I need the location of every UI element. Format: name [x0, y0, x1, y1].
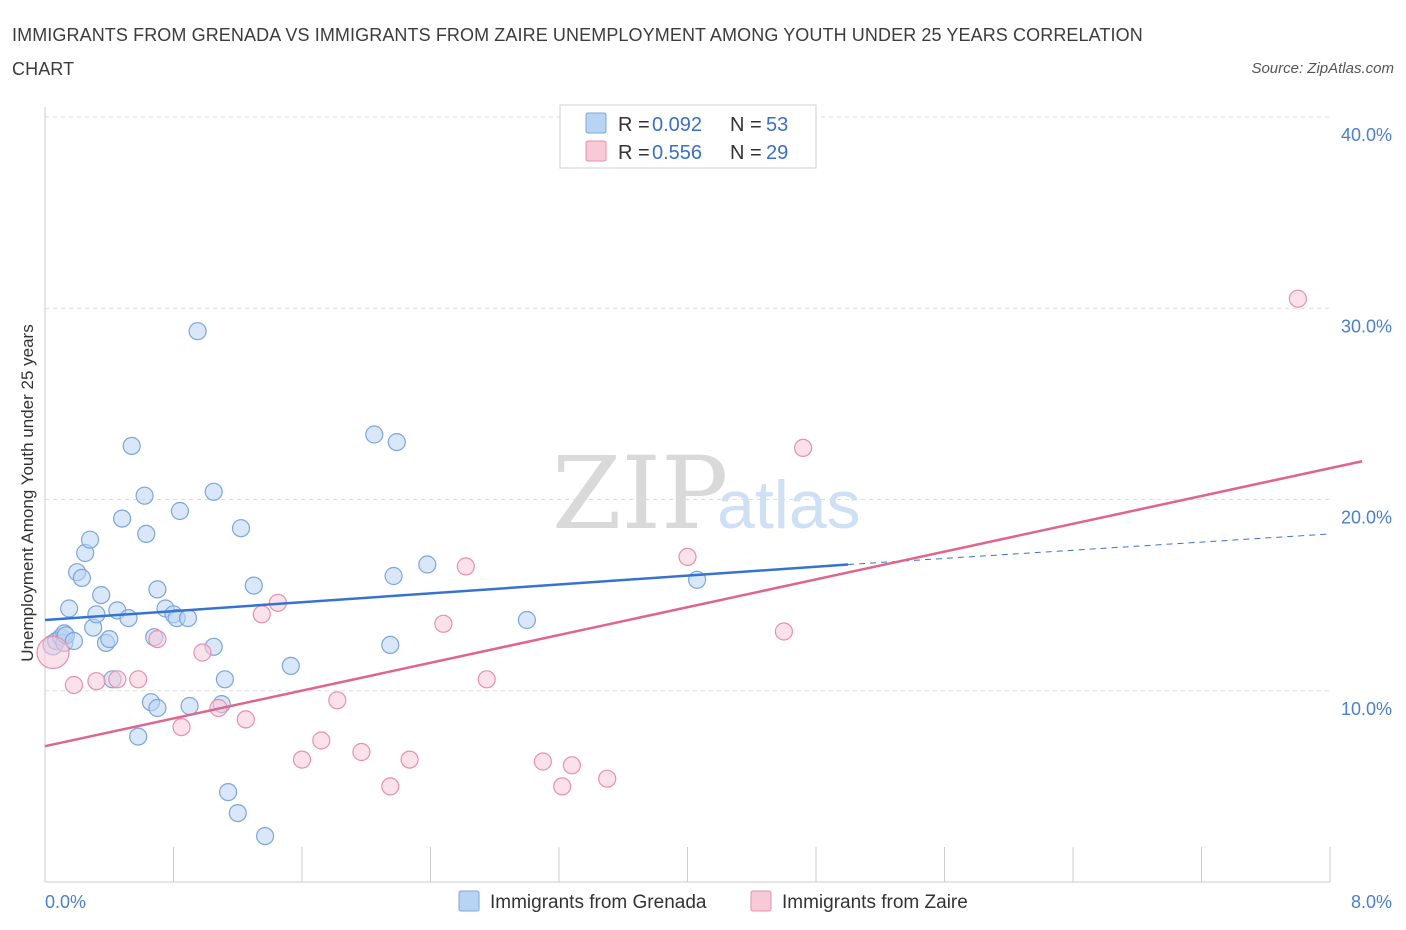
point-grenada [80, 530, 100, 549]
point-grenada [100, 629, 119, 649]
y-tick-label-30: 30.0% [1341, 316, 1392, 336]
trend-line-grenada-extension [848, 533, 1331, 566]
y-tick-label-20: 20.0% [1341, 508, 1392, 528]
point-grenada [72, 568, 92, 588]
legend: R = 0.092 N = 53 R = 0.556 N = 29 [559, 104, 817, 169]
watermark: ZIP atlas [552, 435, 861, 552]
point-grenada [517, 610, 537, 630]
point-zaire [562, 756, 582, 775]
point-zaire [292, 750, 312, 769]
point-grenada [418, 555, 437, 574]
legend-n-label-grenada: N = [730, 114, 762, 136]
x-tick-label-8: 8.0% [1351, 892, 1392, 912]
point-grenada [129, 727, 148, 746]
point-grenada [112, 509, 132, 528]
point-zaire [193, 643, 212, 662]
point-zaire [64, 675, 84, 695]
point-grenada [170, 501, 189, 521]
trend-line-grenada [44, 563, 849, 622]
legend-r-label-zaire: R = [618, 142, 650, 164]
bottom-legend-swatch-zaire [750, 890, 772, 912]
point-zaire [108, 670, 127, 689]
x-tick-labels: 0.0% 8.0% [45, 892, 1392, 912]
point-zaire [774, 622, 794, 641]
point-zaire [36, 635, 70, 670]
legend-r-value-zaire: 0.556 [652, 142, 702, 164]
point-zaire [477, 670, 496, 689]
source-label: Source: ZipAtlas.com [1251, 60, 1394, 77]
point-grenada [92, 585, 111, 605]
y-axis-label: Unemployment Among Youth under 25 years [18, 324, 37, 661]
legend-r-label-grenada: R = [618, 114, 650, 136]
trend-lines [44, 460, 1363, 748]
chart-title: IMMIGRANTS FROM GRENADA VS IMMIGRANTS FR… [12, 25, 1143, 79]
watermark-atlas: atlas [717, 467, 861, 543]
point-zaire [381, 777, 400, 796]
legend-r-value-grenada: 0.092 [652, 114, 702, 136]
series-zaire-points [36, 289, 1308, 796]
bottom-legend: Immigrants from Grenada Immigrants from … [458, 890, 968, 913]
point-zaire [793, 438, 813, 457]
point-zaire [172, 717, 191, 737]
point-grenada [365, 425, 384, 444]
point-zaire [553, 777, 572, 796]
point-grenada [256, 826, 275, 846]
point-grenada [204, 482, 223, 501]
axes [44, 107, 1331, 883]
point-grenada [215, 670, 234, 689]
point-grenada [281, 656, 300, 676]
legend-swatch-grenada [585, 112, 607, 134]
bottom-legend-label-zaire: Immigrants from Zaire [782, 892, 968, 913]
point-zaire [678, 547, 697, 567]
y-tick-label-40: 40.0% [1341, 125, 1392, 145]
point-grenada [59, 599, 79, 618]
point-grenada [122, 436, 141, 455]
point-zaire [533, 752, 553, 771]
point-zaire [352, 742, 371, 762]
point-grenada [219, 782, 238, 802]
point-grenada [148, 698, 167, 718]
point-zaire [400, 750, 419, 769]
gridlines [45, 116, 1330, 692]
point-grenada [231, 519, 251, 538]
point-zaire [598, 769, 617, 788]
point-zaire [312, 731, 331, 750]
point-grenada [148, 580, 167, 599]
point-zaire [129, 670, 148, 689]
point-grenada [178, 608, 198, 628]
point-zaire [87, 672, 106, 691]
y-tick-label-10: 10.0% [1341, 699, 1392, 719]
legend-n-value-zaire: 29 [766, 142, 788, 164]
legend-n-label-zaire: N = [730, 142, 762, 164]
watermark-zip: ZIP [552, 435, 728, 552]
point-zaire [148, 629, 167, 649]
point-grenada [137, 524, 156, 544]
point-grenada [64, 631, 84, 651]
point-grenada [384, 566, 403, 586]
point-zaire [328, 691, 347, 710]
y-tick-labels: 10.0% 20.0% 30.0% 40.0% [1341, 125, 1392, 719]
series-grenada-points [42, 322, 707, 846]
point-zaire [236, 710, 255, 729]
point-grenada [135, 486, 154, 505]
point-grenada [188, 322, 207, 341]
bottom-legend-swatch-grenada [458, 890, 480, 912]
point-zaire [252, 605, 271, 624]
point-grenada [87, 605, 106, 624]
point-grenada [119, 608, 138, 628]
legend-n-value-grenada: 53 [766, 114, 788, 136]
point-grenada [381, 635, 400, 655]
trend-line-zaire [44, 460, 1363, 748]
point-zaire [456, 557, 475, 576]
point-zaire [434, 614, 453, 633]
point-grenada [387, 433, 406, 452]
x-tick-label-0: 0.0% [45, 892, 86, 912]
point-grenada [244, 576, 263, 595]
point-zaire [1288, 289, 1308, 308]
bottom-legend-label-grenada: Immigrants from Grenada [490, 892, 707, 913]
legend-swatch-zaire [585, 140, 607, 162]
point-grenada [180, 696, 199, 716]
point-grenada [228, 803, 247, 823]
